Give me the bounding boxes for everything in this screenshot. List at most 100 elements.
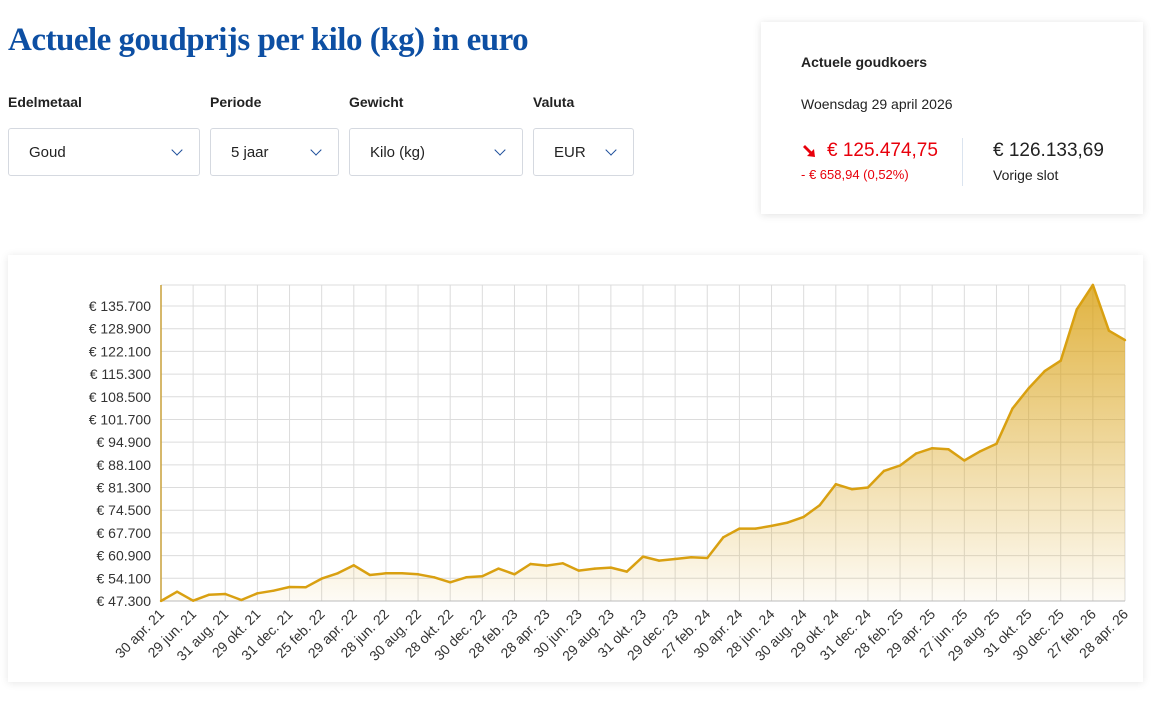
data-point [304, 586, 307, 589]
filter-gewicht: Gewicht Kilo (kg) [349, 94, 523, 176]
periode-select[interactable]: 5 jaar [210, 128, 339, 176]
data-point [593, 567, 596, 570]
filter-edelmetaal: Edelmetaal Goud [8, 94, 200, 176]
data-point [738, 527, 741, 530]
data-point [754, 527, 757, 530]
data-point [979, 449, 982, 453]
data-point [802, 515, 805, 519]
data-point [208, 593, 211, 596]
gold-rate-card: Actuele goudkoers Woensdag 29 april 2026… [761, 22, 1143, 214]
y-tick-label: € 74.500 [97, 502, 152, 518]
select-value: EUR [554, 143, 586, 161]
data-point [545, 564, 548, 567]
chevron-down-icon [605, 144, 617, 156]
current-price-value: € 125.474,75 [827, 140, 938, 161]
y-tick-label: € 94.900 [97, 434, 152, 450]
chevron-down-icon [171, 144, 183, 156]
divider [962, 138, 963, 186]
data-point [368, 573, 372, 577]
filter-label: Valuta [533, 94, 575, 110]
data-point [577, 569, 580, 572]
data-point [272, 589, 275, 592]
data-point [1027, 387, 1030, 390]
data-point [191, 599, 195, 602]
valuta-select[interactable]: EUR [533, 128, 634, 176]
price-change: - € 658,94 (0,52%) [801, 167, 909, 182]
filter-label: Gewicht [349, 94, 404, 110]
y-tick-label: € 54.100 [97, 570, 152, 586]
data-point [834, 483, 837, 486]
data-point [706, 556, 709, 560]
data-point [561, 562, 564, 565]
data-point [400, 572, 404, 575]
filter-valuta: Valuta EUR [533, 94, 634, 176]
page-title: Actuele goudprijs per kilo (kg) in euro [8, 22, 529, 58]
data-point [320, 577, 323, 580]
data-point [898, 464, 902, 467]
current-price: € 125.474,75 [801, 140, 938, 162]
data-point [224, 592, 227, 596]
data-point [175, 590, 179, 593]
data-point [352, 564, 355, 567]
y-tick-label: € 67.700 [97, 525, 152, 541]
data-point [449, 581, 452, 584]
data-point [866, 486, 870, 489]
data-point [609, 566, 613, 569]
y-tick-label: € 122.100 [89, 343, 151, 359]
data-point [914, 452, 918, 455]
data-point [1011, 407, 1014, 410]
arrow-down-right-icon [803, 145, 815, 157]
gold-price-chart[interactable]: € 47.300 € 54.100 € 60.900 € 67.700 € 74.500… [8, 255, 1143, 682]
y-tick-label: € 60.900 [97, 548, 152, 564]
select-value: 5 jaar [231, 143, 269, 161]
card-heading: Actuele goudkoers [801, 54, 928, 70]
data-point [1059, 359, 1062, 362]
data-point [770, 524, 773, 528]
gewicht-select[interactable]: Kilo (kg) [349, 128, 523, 176]
previous-close-label: Vorige slot [993, 167, 1059, 183]
data-point [336, 572, 339, 575]
data-point [1075, 308, 1079, 311]
data-point [288, 585, 291, 589]
data-point [432, 576, 436, 579]
data-point [1091, 283, 1095, 287]
y-tick-label: € 115.300 [90, 366, 151, 382]
data-point [1107, 329, 1111, 332]
rate-date: Woensdag 29 april 2026 [801, 96, 953, 112]
y-tick-label: € 108.500 [89, 389, 151, 405]
y-tick-label: € 101.700 [89, 411, 151, 427]
y-tick-label: € 135.700 [89, 298, 151, 314]
data-point [786, 521, 789, 524]
data-point [529, 562, 532, 566]
data-point [673, 557, 677, 561]
data-point [497, 567, 500, 570]
data-point [159, 599, 163, 603]
data-point [947, 447, 950, 451]
data-point [963, 459, 966, 462]
data-point [384, 572, 388, 575]
edelmetaal-select[interactable]: Goud [8, 128, 200, 176]
data-point [465, 576, 468, 579]
data-point [850, 488, 854, 491]
y-tick-label: € 88.100 [97, 457, 152, 473]
data-point [625, 570, 629, 573]
data-point [882, 469, 886, 473]
price-area [161, 285, 1125, 601]
data-point [818, 504, 821, 507]
data-point [416, 573, 420, 576]
select-value: Goud [29, 143, 66, 161]
chevron-down-icon [310, 144, 322, 156]
y-tick-label: € 128.900 [89, 321, 151, 337]
data-point [256, 592, 259, 595]
data-point [641, 555, 645, 558]
data-point [995, 442, 998, 446]
data-point [931, 446, 934, 450]
y-tick-label: € 47.300 [97, 593, 152, 609]
select-value: Kilo (kg) [370, 143, 426, 161]
chart-svg: € 47.300 € 54.100 € 60.900 € 67.700 € 74.500… [89, 283, 1131, 664]
filter-periode: Periode 5 jaar [210, 94, 339, 176]
data-point [1123, 338, 1127, 342]
chevron-down-icon [494, 144, 506, 156]
data-point [240, 598, 243, 602]
filter-label: Periode [210, 94, 262, 110]
